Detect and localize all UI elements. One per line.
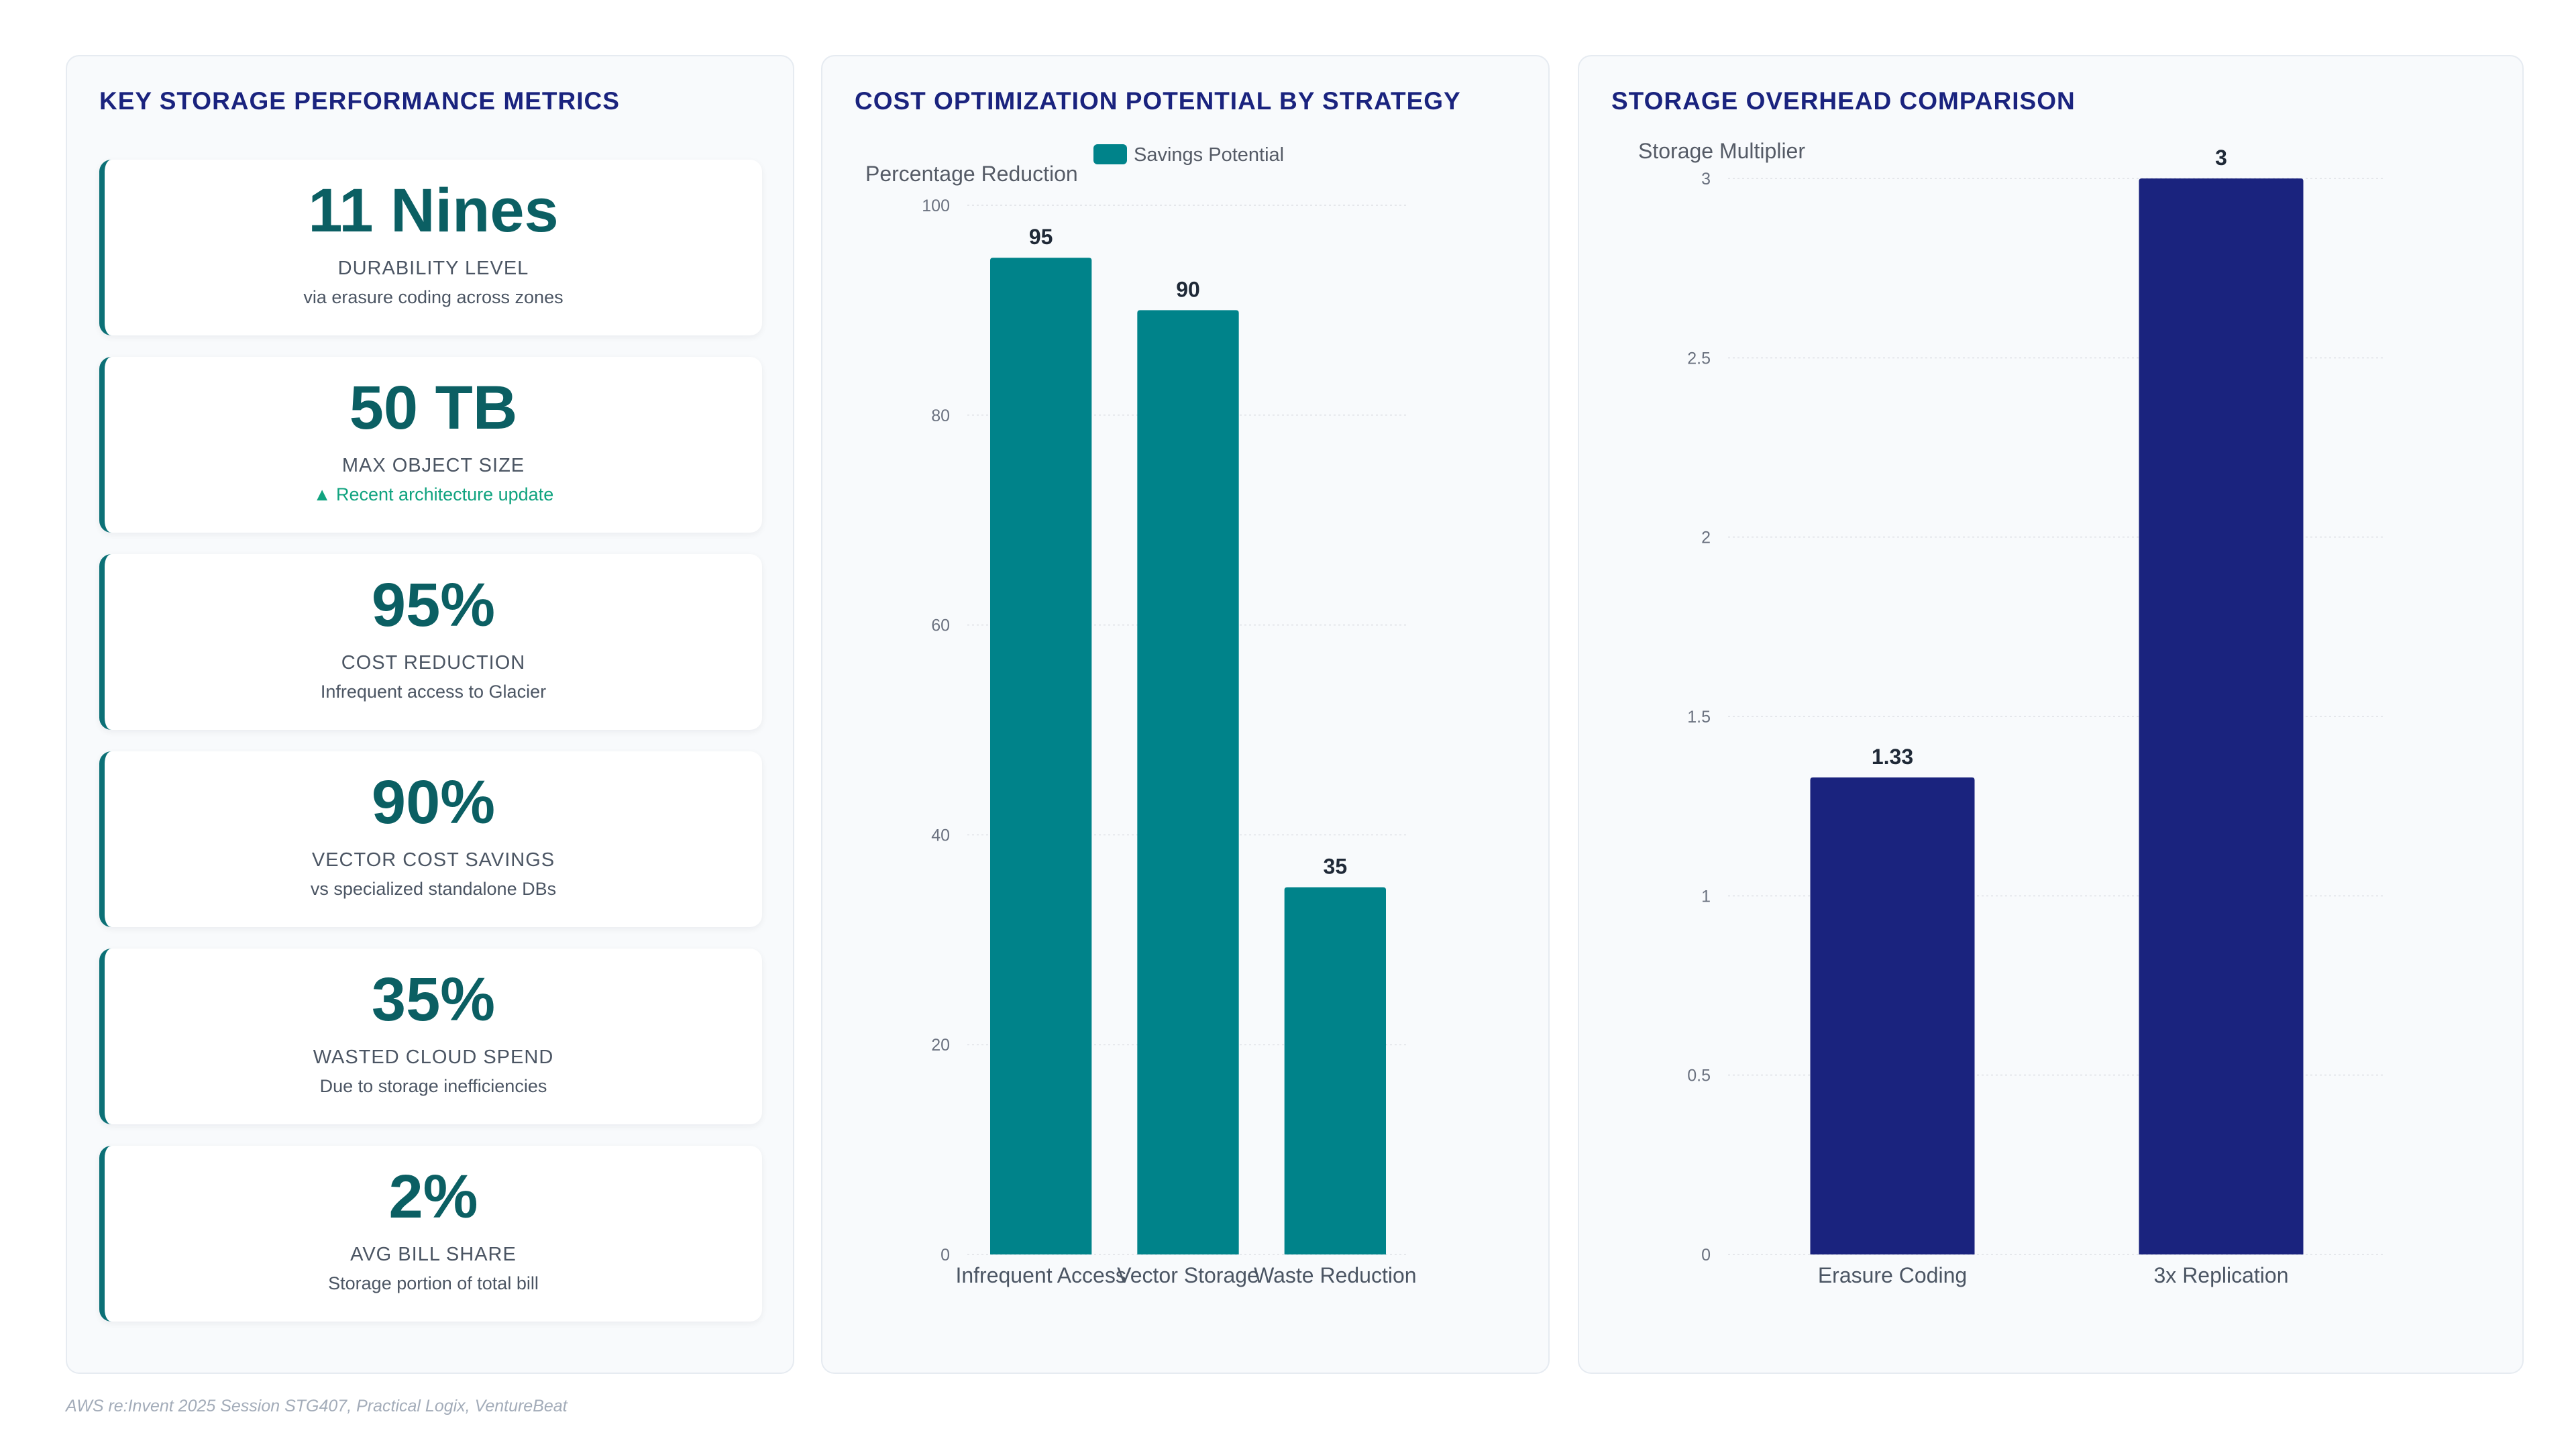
metric-value: 95% [371,571,496,639]
data-label: 35 [1324,855,1348,879]
x-tick-label: Erasure Coding [1818,1263,1967,1287]
source-citation: AWS re:Invent 2025 Session STG407, Pract… [66,1397,568,1415]
metric-subtext: Storage portion of total bill [328,1273,539,1293]
metric-value: 2% [388,1163,478,1231]
metric-card-max-object-size: 50 TB MAX OBJECT SIZE ▲ Recent architect… [99,357,762,533]
data-label: 95 [1029,225,1053,249]
y-tick-label: 60 [931,616,950,635]
legend-label: Savings Potential [1134,144,1284,166]
metric-label: MAX OBJECT SIZE [341,455,525,476]
metric-subtext: Due to storage inefficiencies [319,1076,547,1096]
y-tick-label: 3 [1701,170,1711,189]
bar [1137,310,1239,1254]
metric-card-vector-cost-savings: 90% VECTOR COST SAVINGS vs specialized s… [99,751,762,927]
y-axis-label: Percentage Reduction [865,162,1078,186]
data-label: 90 [1176,277,1200,301]
y-tick-label: 0.5 [1687,1067,1711,1085]
x-tick-label: Infrequent Access [955,1263,1126,1287]
bar [2139,178,2304,1254]
y-tick-label: 80 [931,407,950,425]
metric-subtext-trend-up: ▲ Recent architecture update [313,484,554,504]
y-axis-label: Storage Multiplier [1638,139,1805,163]
metrics-panel-title: KEY STORAGE PERFORMANCE METRICS [99,87,620,115]
y-tick-label: 20 [931,1036,950,1055]
metric-card-cost-reduction: 95% COST REDUCTION Infrequent access to … [99,554,762,730]
cost-optimization-chart: 0 20 40 60 80 100 Percentage Reduction Savings … [865,144,1417,1287]
metrics-panel: KEY STORAGE PERFORMANCE METRICS 11 Nines… [66,55,794,1374]
metric-value: 11 Nines [308,176,559,245]
metric-card-avg-bill-share: 2% AVG BILL SHARE Storage portion of tot… [99,1146,762,1322]
y-tick-label: 0 [941,1246,950,1265]
metric-card-durability: 11 Nines DURABILITY LEVEL via erasure co… [99,160,762,335]
bar [989,258,1092,1255]
metric-value: 50 TB [349,374,518,442]
cost-chart-title: COST OPTIMIZATION POTENTIAL BY STRATEGY [855,87,1461,115]
bar [1810,777,1975,1254]
y-tick-label: 1.5 [1687,708,1711,727]
metric-subtext: vs specialized standalone DBs [310,879,557,899]
data-label: 1.33 [1872,745,1913,769]
y-tick-label: 1 [1701,887,1711,906]
metric-value: 90% [371,768,496,837]
x-tick-label: Waste Reduction [1254,1263,1416,1287]
y-tick-label: 0 [1701,1246,1711,1265]
metric-label: VECTOR COST SAVINGS [311,849,555,871]
metric-label: COST REDUCTION [341,652,526,674]
y-tick-label: 100 [922,197,950,215]
x-tick-label: Vector Storage [1117,1263,1259,1287]
metric-subtext: via erasure coding across zones [303,287,564,307]
storage-overhead-chart: 0 0.5 1 1.5 2 2.5 3 Storage Multiplier 1.33 Erasu… [1638,139,2385,1287]
metric-card-wasted-cloud-spend: 35% WASTED CLOUD SPEND Due to storage in… [99,949,762,1124]
metric-label: AVG BILL SHARE [350,1244,517,1265]
data-label: 3 [2215,146,2227,170]
metric-label: WASTED CLOUD SPEND [313,1046,554,1068]
metric-subtext: Infrequent access to Glacier [320,682,547,702]
legend-swatch [1093,144,1127,164]
y-tick-label: 2.5 [1687,349,1711,368]
cost-optimization-panel: COST OPTIMIZATION POTENTIAL BY STRATEGY … [821,55,1550,1374]
storage-overhead-panel: STORAGE OVERHEAD COMPARISON 0 0.5 1 1.5 2 2.5… [1578,55,2524,1374]
metric-value: 35% [371,965,496,1034]
y-tick-label: 2 [1701,529,1711,547]
bar [1284,887,1387,1254]
overhead-chart-title: STORAGE OVERHEAD COMPARISON [1611,87,2076,115]
metric-label: DURABILITY LEVEL [337,258,529,279]
x-tick-label: 3x Replication [2154,1263,2289,1287]
y-tick-label: 40 [931,826,950,845]
